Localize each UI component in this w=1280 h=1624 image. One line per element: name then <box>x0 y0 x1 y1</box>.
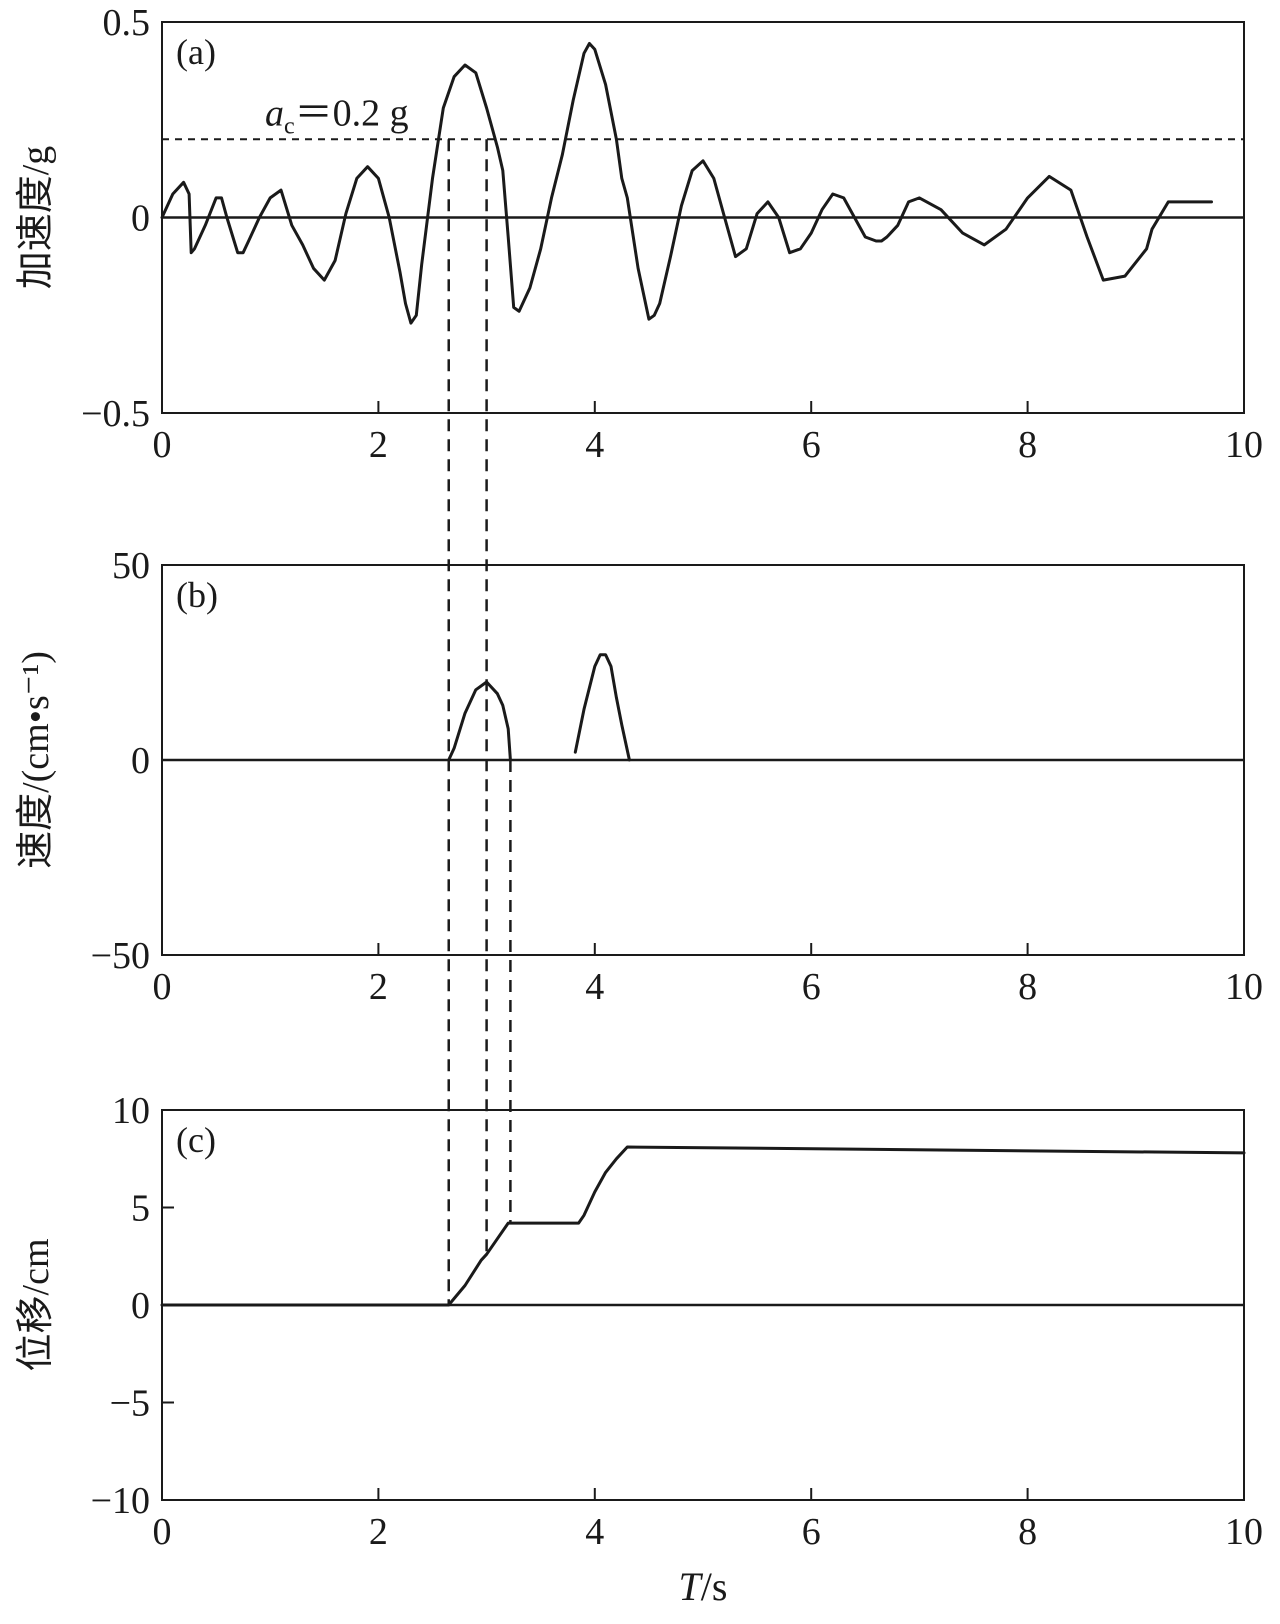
y-tick-label: 10 <box>112 1090 150 1132</box>
y-tick-label: −5 <box>110 1383 150 1425</box>
x-axis-unit: /s <box>701 1564 728 1609</box>
x-tick-label: 10 <box>1225 966 1263 1008</box>
x-tick-label: 6 <box>802 424 821 466</box>
series-line-1 <box>447 680 512 762</box>
y-axis-label: 加速度/g <box>15 146 57 290</box>
panel-c: 0 2 4 6 8 10 10 5 0 −5 −10 (c) 位移/cm T/s <box>15 1090 1263 1609</box>
series-line-1 <box>160 1145 1246 1307</box>
y-tick-label: 0.5 <box>103 2 151 44</box>
x-tick-label: 4 <box>585 1511 604 1553</box>
panel-label: (c) <box>176 1120 216 1160</box>
panel-label: (b) <box>176 575 218 615</box>
threshold-value: ＝0.2 g <box>295 92 409 134</box>
threshold-subscript: c <box>284 113 295 139</box>
x-axis-symbol: T <box>679 1564 704 1609</box>
x-tick-label: 2 <box>369 1511 388 1553</box>
x-tick-label: 10 <box>1225 1511 1263 1553</box>
threshold-symbol: a <box>265 92 284 134</box>
series-line-2 <box>573 653 631 762</box>
y-axis-label: 速度/(cm•s⁻¹) <box>15 651 57 869</box>
x-tick-label: 6 <box>802 1511 821 1553</box>
y-tick-label: 0 <box>131 740 150 782</box>
x-tick-label: 2 <box>369 424 388 466</box>
x-tick-label: 0 <box>153 424 172 466</box>
y-tick-label: −50 <box>91 935 150 977</box>
threshold-annotation: ac＝0.2 g <box>265 92 409 139</box>
x-tick-label: 8 <box>1018 424 1037 466</box>
x-tick-label: 8 <box>1018 1511 1037 1553</box>
x-tick-label: 0 <box>153 1511 172 1553</box>
y-tick-label: 0 <box>131 198 150 240</box>
x-tick-label: 0 <box>153 966 172 1008</box>
x-tick-label: 8 <box>1018 966 1037 1008</box>
panel-label: (a) <box>176 32 216 72</box>
x-tick-label: 4 <box>585 966 604 1008</box>
panel-a: 0 2 4 6 8 100.50−0.5(a)加速度/gac＝0.2 g <box>15 2 1263 466</box>
x-tick-label: 4 <box>585 424 604 466</box>
y-tick-label: −10 <box>91 1480 150 1522</box>
y-axis-label: 位移/cm <box>15 1239 57 1372</box>
y-tick-label: 0 <box>131 1285 150 1327</box>
x-axis-label: T/s <box>679 1564 728 1609</box>
x-tick-label: 2 <box>369 966 388 1008</box>
x-tick-label: 6 <box>802 966 821 1008</box>
y-tick-label: −0.5 <box>81 393 150 435</box>
y-tick-label: 50 <box>112 545 150 587</box>
y-tick-label: 5 <box>131 1188 150 1230</box>
series-line-1 <box>160 42 1213 325</box>
x-tick-label: 10 <box>1225 424 1263 466</box>
